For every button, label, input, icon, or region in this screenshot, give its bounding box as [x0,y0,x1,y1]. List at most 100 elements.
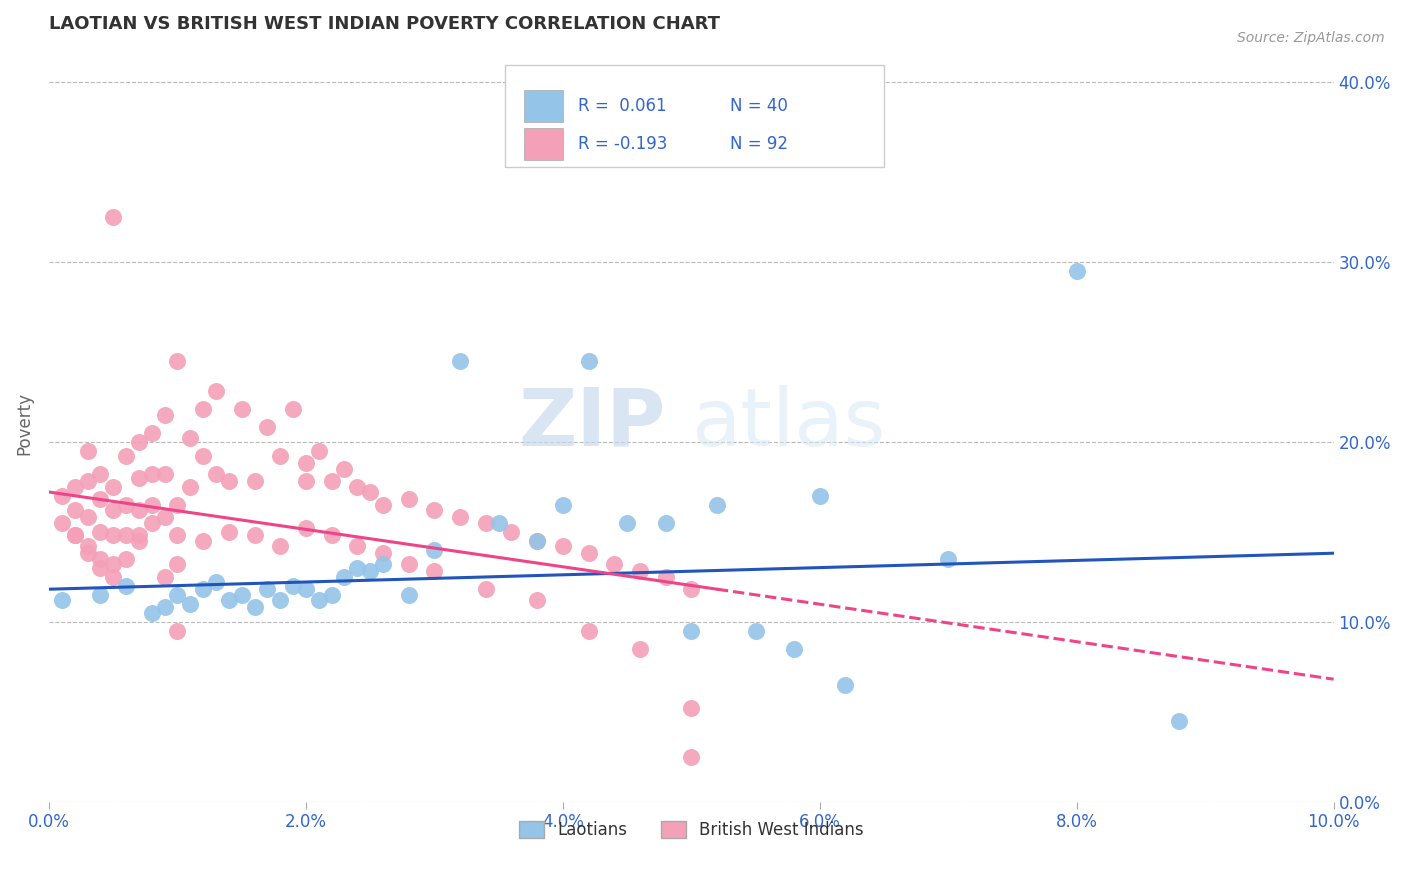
Point [179,431,201,445]
Point [256,582,278,597]
Point [359,564,381,578]
Point [681,624,703,638]
Point [398,557,420,571]
Point [526,533,548,548]
Point [269,539,291,553]
Point [474,582,496,597]
FancyBboxPatch shape [524,90,562,122]
Point [333,569,356,583]
Point [166,624,188,638]
Point [128,528,150,542]
Point [346,560,368,574]
Point [474,516,496,530]
Point [115,449,138,463]
Point [63,528,86,542]
Point [551,498,574,512]
Point [371,498,394,512]
Point [578,353,600,368]
Point [218,593,240,607]
Point [103,569,125,583]
Point [89,588,111,602]
Point [243,528,266,542]
Point [346,480,368,494]
Point [936,551,959,566]
Point [166,353,188,368]
Point [89,560,111,574]
Point [681,701,703,715]
Point [166,498,188,512]
Point [63,528,86,542]
Point [76,539,98,553]
Point [359,485,381,500]
Point [115,551,138,566]
Point [166,528,188,542]
Point [333,461,356,475]
Point [103,557,125,571]
Point [141,425,163,440]
Point [218,524,240,539]
Point [141,498,163,512]
Point [654,516,676,530]
Point [295,521,318,535]
Text: N = 92: N = 92 [730,135,787,153]
Point [128,503,150,517]
FancyBboxPatch shape [505,64,884,167]
Point [153,510,176,524]
Point [153,600,176,615]
Point [128,434,150,449]
Point [63,503,86,517]
Point [51,489,73,503]
Point [423,542,446,557]
Text: LAOTIAN VS BRITISH WEST INDIAN POVERTY CORRELATION CHART: LAOTIAN VS BRITISH WEST INDIAN POVERTY C… [49,15,720,33]
Text: R =  0.061: R = 0.061 [578,97,666,115]
Point [654,569,676,583]
Point [205,574,228,589]
Point [346,539,368,553]
Point [76,474,98,488]
Point [423,564,446,578]
Point [321,528,343,542]
Point [128,470,150,484]
Y-axis label: Poverty: Poverty [15,392,32,455]
Point [808,489,831,503]
Point [51,516,73,530]
Point [153,569,176,583]
Point [153,467,176,481]
Point [243,474,266,488]
Point [1066,263,1088,277]
Point [179,597,201,611]
Point [256,420,278,434]
Point [115,498,138,512]
Point [578,624,600,638]
Point [218,474,240,488]
Point [115,579,138,593]
Point [308,443,330,458]
Point [501,524,523,539]
Point [63,480,86,494]
Point [295,474,318,488]
Point [371,557,394,571]
Point [681,749,703,764]
Point [166,588,188,602]
Point [89,492,111,507]
Point [191,582,214,597]
Point [321,588,343,602]
Point [243,600,266,615]
Point [616,516,638,530]
Point [141,516,163,530]
Point [526,593,548,607]
Point [449,510,471,524]
Point [76,510,98,524]
Point [231,402,253,417]
Point [628,564,651,578]
Point [295,582,318,597]
Point [103,210,125,224]
Point [706,498,728,512]
FancyBboxPatch shape [524,128,562,160]
Text: ZIP: ZIP [519,384,665,463]
Point [179,480,201,494]
Point [115,528,138,542]
Point [141,606,163,620]
Point [128,533,150,548]
Text: atlas: atlas [692,384,886,463]
